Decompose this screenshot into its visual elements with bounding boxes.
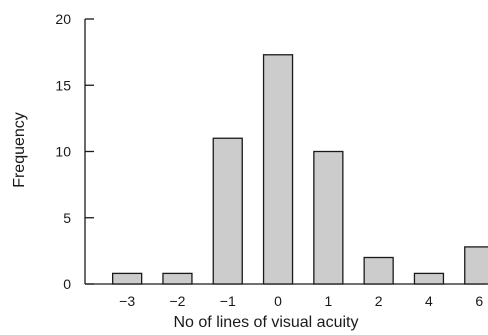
y-axis: 0 5 10 15 20 <box>55 11 94 292</box>
x-tick-label: 0 <box>274 293 282 309</box>
x-tick-label: 4 <box>425 293 433 309</box>
bar <box>262 54 294 285</box>
y-tick-label: 20 <box>55 11 71 27</box>
x-tick-label: 2 <box>375 293 383 309</box>
bar <box>112 272 143 285</box>
y-tick-label: 15 <box>55 77 71 93</box>
bar <box>313 150 344 285</box>
bars <box>112 54 488 285</box>
y-axis-title: Frequency <box>11 112 28 188</box>
bar <box>413 272 445 285</box>
y-tick-label: 0 <box>63 276 71 292</box>
x-axis: −3 −2 −1 0 1 2 4 6 <box>85 283 486 309</box>
bar <box>162 272 193 285</box>
x-tick-label: −3 <box>119 293 135 309</box>
bar <box>212 137 243 285</box>
x-tick-label: 6 <box>475 293 483 309</box>
x-tick-label: −1 <box>220 293 236 309</box>
x-axis-title: No of lines of visual acuity <box>174 314 359 331</box>
x-tick-label: −2 <box>169 293 185 309</box>
y-tick-label: 5 <box>63 210 71 226</box>
bar <box>464 246 488 285</box>
x-tick-label: 1 <box>324 293 332 309</box>
y-tick-label: 10 <box>55 144 71 160</box>
bar <box>363 256 394 285</box>
